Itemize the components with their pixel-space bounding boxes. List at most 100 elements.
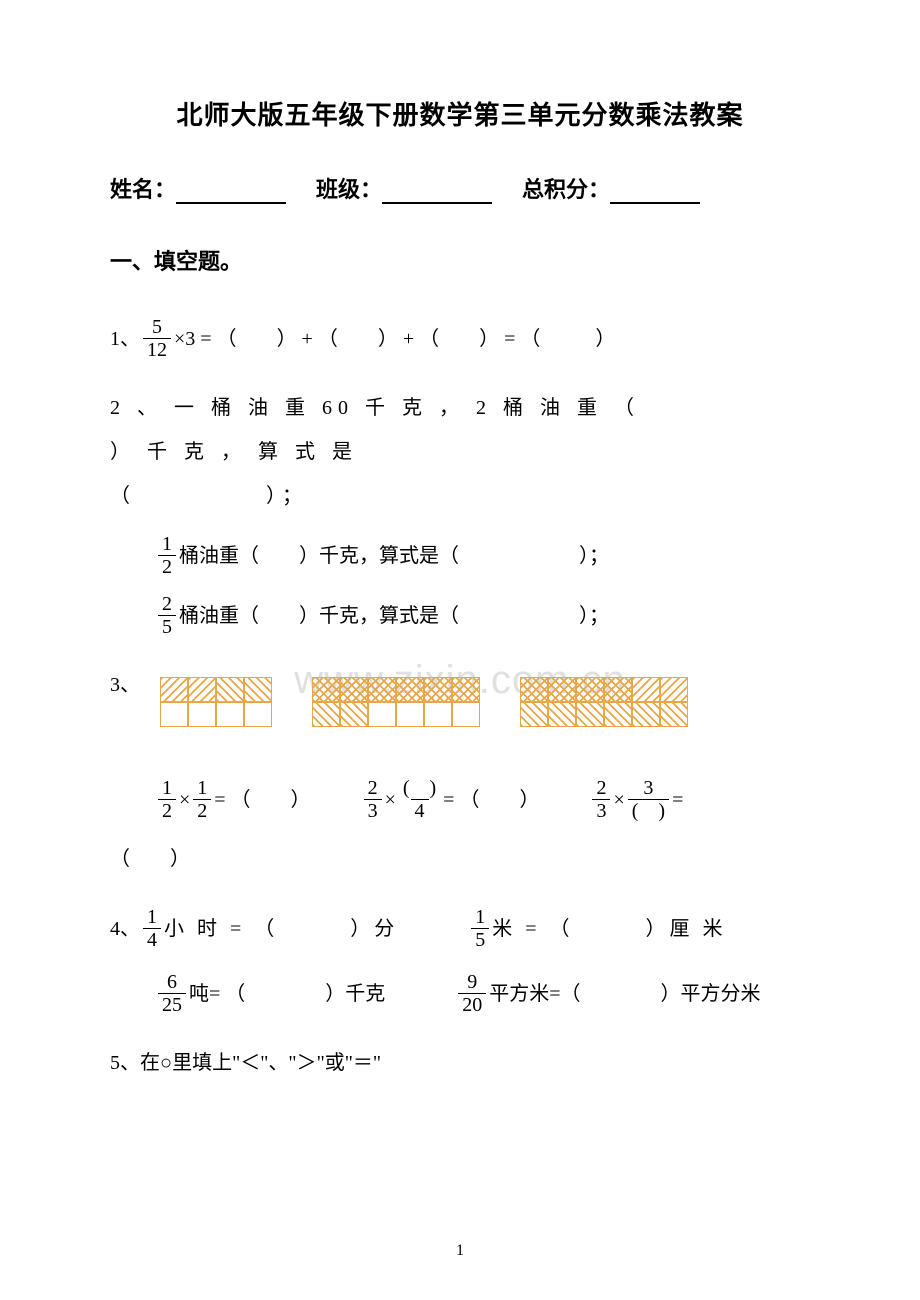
page-title: 北师大版五年级下册数学第三单元分数乘法教案	[110, 95, 810, 132]
frac-right: 12	[193, 777, 211, 822]
q2-frac-3: 2 5	[158, 593, 176, 638]
times: ×	[385, 778, 396, 822]
grid-cell	[244, 702, 272, 727]
section-1-heading: 一、填空题。	[110, 244, 810, 276]
score-blank	[610, 182, 700, 204]
q1-num: 5	[148, 316, 166, 338]
grid-cell	[424, 677, 452, 702]
frac-right: ( )4	[399, 777, 440, 822]
q4-0-text: 小 时 = （ ）分	[164, 907, 398, 951]
question-2: 2 、 一 桶 油 重 60 千 克 ， 2 桶 油 重 （ ） 千 克 ， 算…	[110, 386, 810, 638]
page-number: 1	[456, 1242, 464, 1260]
grid-2	[520, 677, 688, 727]
grid-cell	[604, 702, 632, 727]
grid-cell	[660, 702, 688, 727]
grid-cell	[216, 702, 244, 727]
content-area: 北师大版五年级下册数学第三单元分数乘法教案 姓名： 班级： 总积分： 一、填空题…	[110, 95, 810, 1085]
q1-text-4: ） = （	[479, 317, 540, 361]
q4-prefix: 4、	[110, 907, 140, 951]
grid-cell	[452, 677, 480, 702]
q4-frac-1: 1 5	[471, 906, 489, 951]
grid-cell	[340, 677, 368, 702]
question-4: 4、 1 4 小 时 = （ ）分 1 5 米 = （ ）厘 米 6	[110, 906, 810, 1016]
q3-last-tail: （ ）	[110, 837, 810, 881]
q4-2-num: 6	[163, 971, 181, 993]
grid-cell	[576, 702, 604, 727]
name-label: 姓名：	[110, 177, 176, 202]
grid-cell	[548, 702, 576, 727]
q5-text: 5、在○里填上"＜"、"＞"或"＝"	[110, 1052, 381, 1074]
question-1: 1、 5 12 ×3 = （ ） + （ ） + （ ） = （ ）	[110, 316, 810, 361]
eq-tail: =	[672, 778, 683, 822]
q1-den: 12	[143, 338, 171, 361]
grid-cell	[188, 702, 216, 727]
q4-row1: 4、 1 4 小 时 = （ ）分 1 5 米 = （ ）厘 米	[110, 906, 810, 951]
q2-line1c: （	[110, 474, 136, 518]
times: ×	[179, 778, 190, 822]
grid-cell	[452, 702, 480, 727]
grid-cell	[396, 702, 424, 727]
q4-row2: 6 25 吨= （ ）千克 9 20 平方米=（ ）平方分米	[110, 971, 810, 1016]
q2-l2-text: 桶油重（ ）千克，算式是（ ）；	[179, 534, 609, 578]
q4-item-3: 9 20 平方米=（ ）平方分米	[455, 971, 760, 1016]
grid-0	[160, 677, 272, 727]
q4-frac-0: 1 4	[143, 906, 161, 951]
q4-3-text: 平方米=（ ）平方分米	[489, 972, 760, 1016]
grid-cell	[576, 677, 604, 702]
q3-eq-2: 23 × 3( ) =	[589, 777, 683, 822]
class-label: 班级：	[316, 177, 382, 202]
class-blank	[382, 182, 492, 204]
q2-l2-den: 2	[158, 555, 176, 578]
grid-cell	[632, 702, 660, 727]
q1-text-5: ）	[595, 317, 615, 361]
q1-text-2: ） + （	[277, 317, 338, 361]
q2-line1d: ）；	[266, 474, 308, 518]
q1-prefix: 1、	[110, 317, 140, 361]
grid-cell	[216, 677, 244, 702]
score-field: 总积分：	[522, 172, 700, 204]
eq-tail: = （ ）	[443, 778, 539, 822]
frac-right: 3( )	[628, 777, 669, 822]
q3-eq-1: 23 × ( )4 = （ ）	[361, 777, 540, 822]
q4-2-text: 吨= （ ）千克	[189, 972, 385, 1016]
grid-cell	[548, 677, 576, 702]
class-field: 班级：	[316, 172, 492, 204]
q4-1-text: 米 = （ ）厘 米	[492, 907, 726, 951]
q4-0-den: 4	[143, 928, 161, 951]
grid-cell	[312, 677, 340, 702]
question-5: 5、在○里填上"＜"、"＞"或"＝"	[110, 1041, 810, 1085]
q2-l3-num: 2	[158, 593, 176, 615]
grid-cell	[312, 702, 340, 727]
grid-cell	[368, 677, 396, 702]
q3-eq-0: 12 × 12 = （ ）	[155, 777, 311, 822]
q2-line1b: ） 千 克 ， 算 式 是	[110, 430, 358, 474]
q1-fraction: 5 12	[143, 316, 171, 361]
q2-l3-den: 5	[158, 615, 176, 638]
q4-0-num: 1	[143, 906, 161, 928]
name-field: 姓名：	[110, 172, 286, 204]
grid-cell	[632, 677, 660, 702]
q4-3-num: 9	[463, 971, 481, 993]
grid-cell	[520, 677, 548, 702]
times: ×	[613, 778, 624, 822]
q3-equations: 12 × 12 = （ ）23 × ( )4 = （ ）23 × 3( ) =	[110, 777, 810, 822]
grid-cell	[340, 702, 368, 727]
q4-1-den: 5	[471, 928, 489, 951]
q2-line3: 2 5 桶油重（ ）千克，算式是（ ）；	[110, 593, 810, 638]
frac-left: 23	[592, 777, 610, 822]
q1-text-3: ） + （	[378, 317, 439, 361]
q1-text-1: ×3 = （	[174, 317, 237, 361]
grid-cell	[396, 677, 424, 702]
q4-item-2: 6 25 吨= （ ）千克	[155, 971, 385, 1016]
q4-item-0: 4、 1 4 小 时 = （ ）分	[110, 906, 398, 951]
q2-line2: 1 2 桶油重（ ）千克，算式是（ ）；	[110, 533, 810, 578]
grid-cell	[604, 677, 632, 702]
q4-item-1: 1 5 米 = （ ）厘 米	[468, 906, 726, 951]
grid-cell	[660, 677, 688, 702]
q2-line1a: 2 、 一 桶 油 重 60 千 克 ， 2 桶 油 重 （	[110, 386, 640, 430]
frac-left: 23	[364, 777, 382, 822]
q4-frac-2: 6 25	[158, 971, 186, 1016]
q4-frac-3: 9 20	[458, 971, 486, 1016]
grid-1	[312, 677, 480, 727]
q3-prefix: 3、	[110, 663, 140, 707]
